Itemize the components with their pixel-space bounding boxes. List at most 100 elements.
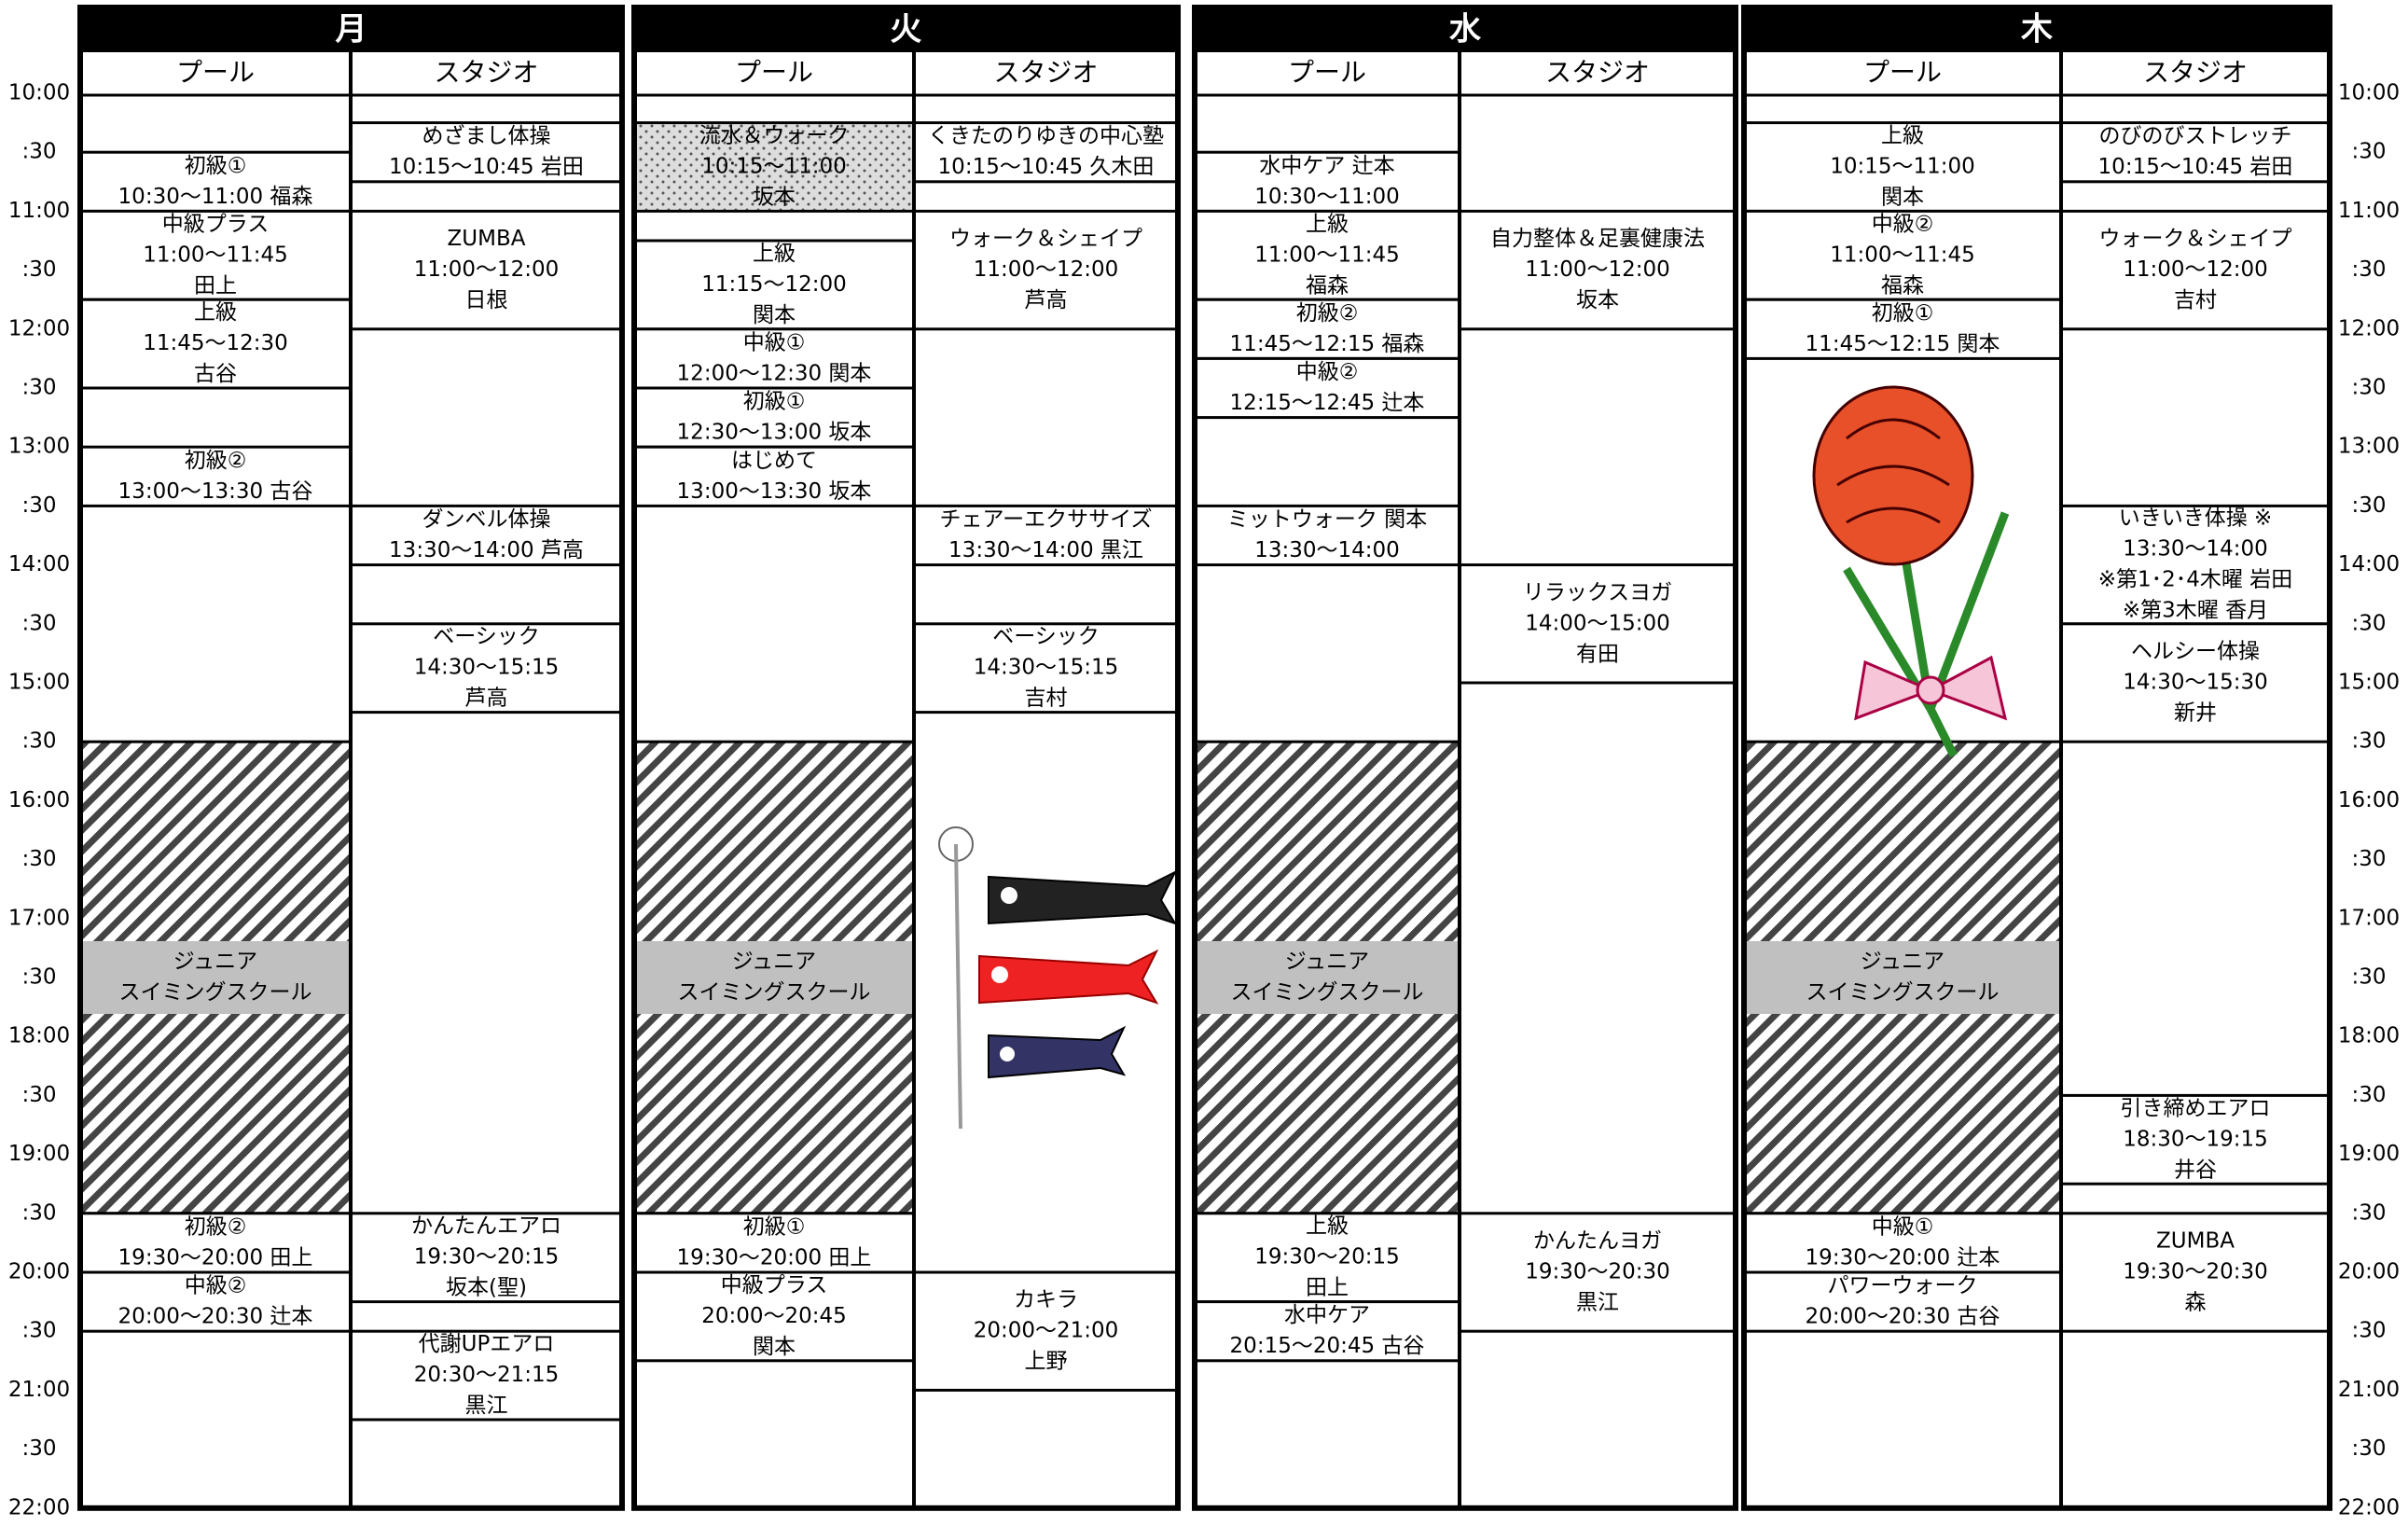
class-text: 18:30〜19:15 (2123, 1127, 2268, 1151)
class-text: 田上 (194, 273, 237, 298)
class-text: 11:00〜11:45 (143, 243, 288, 267)
class-text: 福森 (1306, 273, 1349, 298)
class-text: カキラ (1014, 1288, 1078, 1312)
day-header-bg (1741, 7, 2332, 52)
class-cell (2059, 504, 2332, 626)
class-text: 水中ケア 辻本 (1259, 154, 1394, 178)
class-cell (912, 1270, 1180, 1392)
column-header: スタジオ (993, 57, 1098, 88)
time-label: :30 (2351, 847, 2386, 871)
time-label: :30 (2351, 729, 2386, 754)
carnation (1812, 385, 2010, 758)
class-text: 流水＆ウォーク (699, 124, 850, 148)
class-text: ※第1･2･4木曜 岩田 (2098, 568, 2292, 592)
class-cell (2059, 1093, 2332, 1186)
day-frame (631, 5, 1181, 1511)
class-text: スイミングスクール (119, 980, 312, 1005)
time-label: 19:00 (8, 1142, 70, 1166)
class-cell (1458, 209, 1737, 331)
class-text: 森 (2185, 1291, 2207, 1315)
time-label: :30 (21, 140, 56, 164)
label-band (636, 941, 912, 1014)
time-label: 20:00 (8, 1260, 70, 1284)
time-label: :30 (2351, 140, 2386, 164)
class-text: 初級② (185, 449, 247, 473)
class-text: 上級 (753, 242, 796, 266)
class-text: 吉村 (2174, 288, 2217, 312)
day-frame (1192, 5, 1738, 1511)
class-text: 芦高 (465, 687, 508, 711)
class-text: 有田 (1576, 642, 1619, 666)
time-label: 17:00 (2338, 906, 2400, 930)
class-text: 12:15〜12:45 辻本 (1230, 391, 1425, 415)
column-header: プール (176, 57, 255, 88)
class-cell (349, 1212, 624, 1304)
time-label: :30 (21, 729, 56, 754)
class-text: 19:30〜20:30 (1525, 1260, 1670, 1284)
class-cell (349, 1329, 624, 1422)
class-text: 上級 (1306, 212, 1349, 236)
class-text: 中級② (1296, 360, 1359, 384)
class-text: 初級② (1296, 301, 1359, 326)
time-label: 21:00 (8, 1378, 70, 1402)
column-header: スタジオ (1545, 57, 1650, 88)
time-label: :30 (21, 1319, 56, 1343)
time-label: 13:00 (8, 435, 70, 459)
day-header-bg (77, 7, 625, 52)
class-text: 代謝UPエアロ (419, 1332, 555, 1356)
class-text: 11:00〜12:00 (974, 257, 1119, 282)
class-text: 19:30〜20:00 辻本 (1806, 1245, 2000, 1269)
time-label: :30 (2351, 965, 2386, 990)
class-text: 11:00〜12:00 (414, 257, 560, 282)
time-label: 11:00 (2338, 199, 2400, 223)
class-text: 上級 (1306, 1214, 1349, 1239)
time-label: 12:00 (8, 316, 70, 340)
class-text: ZUMBA (2156, 1229, 2235, 1254)
class-text: 水中ケア (1284, 1303, 1370, 1327)
class-text: ※第3木曜 香月 (2123, 599, 2268, 623)
class-text: 13:00〜13:30 古谷 (118, 479, 313, 504)
class-text: 19:30〜20:00 田上 (677, 1245, 872, 1269)
class-cell (78, 1270, 353, 1333)
class-text: ジュニア (1861, 950, 1944, 974)
class-text: ミットウォーク 関本 (1227, 507, 1427, 532)
class-text: 20:15〜20:45 古谷 (1230, 1334, 1425, 1358)
time-label: 20:00 (2338, 1260, 2400, 1284)
label-band (82, 941, 349, 1014)
class-text: 引き締めエアロ (2121, 1096, 2271, 1120)
class-cell (632, 121, 916, 213)
class-cell (632, 445, 916, 507)
class-text: 黒江 (1576, 1291, 1619, 1315)
time-label: :30 (21, 847, 56, 871)
class-text: 中級② (185, 1274, 247, 1298)
class-text: 10:30〜11:00 福森 (118, 185, 313, 209)
class-text: 11:45〜12:15 関本 (1806, 332, 2000, 356)
time-label: 10:00 (2338, 81, 2400, 105)
class-text: 初級① (1872, 301, 1934, 326)
class-text: ジュニア (173, 950, 257, 974)
class-text: 古谷 (194, 362, 237, 386)
class-text: はじめて (731, 449, 817, 473)
class-text: ウォーク＆シェイプ (949, 227, 1142, 251)
time-label: :30 (2351, 1083, 2386, 1107)
time-label: 10:00 (8, 81, 70, 105)
class-text: 20:00〜20:30 辻本 (118, 1305, 313, 1329)
class-cell (2059, 1212, 2332, 1333)
class-text: 10:30〜11:00 (1254, 185, 1400, 209)
time-label: :30 (2351, 1436, 2386, 1461)
label-band (1746, 941, 2059, 1014)
class-text: 黒江 (465, 1394, 508, 1418)
class-cell (2059, 209, 2332, 331)
class-text: ベーシック (992, 625, 1100, 649)
time-label: 19:00 (2338, 1142, 2400, 1166)
class-cell (1742, 1212, 2063, 1274)
class-cell (1193, 209, 1461, 301)
class-text: スイミングスクール (1231, 980, 1424, 1005)
class-text: ZUMBA (448, 227, 526, 251)
time-label: :30 (21, 965, 56, 990)
class-text: めざまし体操 (422, 123, 551, 148)
class-text: 福森 (1881, 273, 1924, 298)
class-text: 19:30〜20:30 (2123, 1260, 2268, 1284)
